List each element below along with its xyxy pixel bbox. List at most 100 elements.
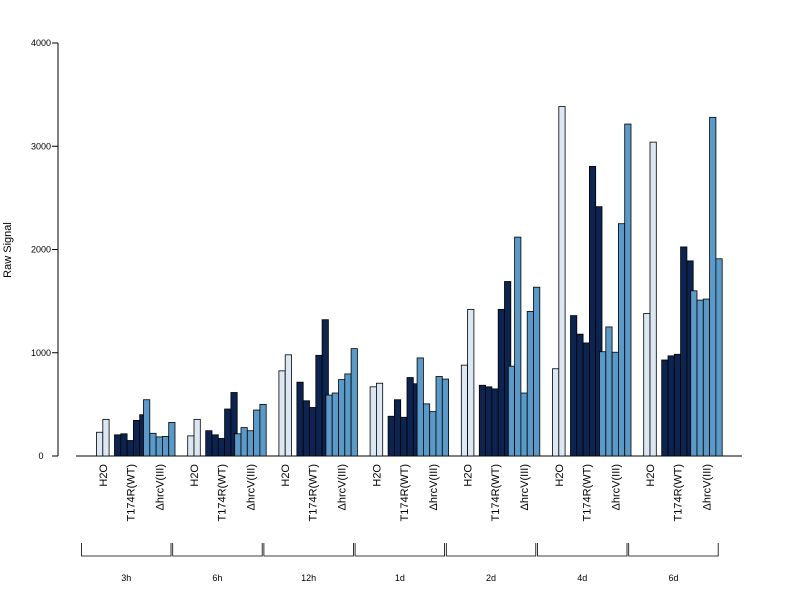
- y-tick-label: 3000: [31, 141, 51, 151]
- group-label: 6d: [668, 573, 678, 583]
- bar-6h-2-2: [246, 430, 255, 457]
- condition-label: H2O: [645, 464, 657, 487]
- condition-label: ΔhrcV(III): [428, 464, 440, 510]
- bar-6d-0-0: [643, 313, 651, 457]
- bar-2d-1-1: [485, 386, 493, 457]
- bar-6h-1-4: [230, 392, 238, 457]
- condition-label: H2O: [463, 464, 475, 487]
- bar-2d-0-1: [467, 308, 475, 457]
- bar-3h-0-1: [102, 418, 110, 457]
- bar-2d-2-2: [520, 392, 528, 457]
- bar-12h-0-0: [278, 370, 286, 457]
- bar-3h-2-3: [161, 435, 170, 457]
- condition-label: H2O: [98, 464, 110, 487]
- bar-4d-1-2: [582, 342, 590, 457]
- y-axis: 0 1000 2000 3000 4000: [31, 38, 59, 461]
- group-bracket: [354, 543, 445, 557]
- group-label: 6h: [212, 573, 222, 583]
- bar-12h-2-0: [325, 394, 333, 457]
- bar-3h-2-0: [143, 399, 151, 457]
- bar-6d-2-2: [702, 298, 710, 457]
- condition-label: ΔhrcV(III): [245, 464, 257, 510]
- bar-1d-2-0: [416, 357, 424, 457]
- bar-3h-1-2: [126, 440, 134, 457]
- bar-6h-0-1: [193, 418, 201, 457]
- bar-4d-1-3: [589, 165, 597, 457]
- y-tick-label: 2000: [31, 245, 51, 255]
- y-tick-label: 0: [38, 451, 43, 461]
- condition-labels: H2O T174R(WT) ΔhrcV(III) H2O T174R(WT) ΔhrcV(…: [98, 464, 714, 522]
- bar-6h-1-0: [205, 430, 213, 457]
- group-bracket: [172, 543, 263, 557]
- condition-label: T174R(WT): [399, 464, 411, 521]
- bar-12h-2-1: [331, 392, 339, 457]
- bar-6d-1-2: [673, 353, 681, 457]
- bar-1d-1-2: [400, 416, 408, 457]
- bar-4d-1-4: [595, 206, 603, 457]
- condition-label: ΔhrcV(III): [610, 464, 622, 510]
- bar-6d-1-1: [667, 355, 675, 457]
- bar-12h-1-1: [302, 400, 310, 457]
- bar-4d-2-4: [624, 123, 632, 457]
- bar-12h-1-3: [315, 354, 323, 457]
- bar-1d-1-1: [393, 399, 402, 457]
- condition-label: T174R(WT): [125, 464, 137, 521]
- bar-6d-2-1: [696, 299, 704, 457]
- bar-1d-2-4: [441, 378, 449, 457]
- group-bracket: [537, 543, 628, 557]
- condition-label: ΔhrcV(III): [702, 464, 714, 510]
- bar-2d-1-0: [478, 384, 486, 457]
- condition-label: ΔhrcV(III): [519, 464, 531, 510]
- group-label: 3h: [121, 573, 131, 583]
- bar-6d-2-3: [709, 116, 717, 457]
- y-tick-label: 4000: [31, 38, 51, 48]
- bar-4d-2-3: [618, 223, 626, 457]
- bar-3h-2-4: [168, 422, 176, 457]
- bar-6d-1-3: [680, 246, 688, 457]
- bar-4d-0-0: [552, 368, 560, 457]
- condition-label: T174R(WT): [673, 464, 685, 521]
- bar-2d-0-0: [460, 364, 468, 457]
- bar-6h-2-0: [234, 433, 242, 457]
- bar-12h-2-3: [344, 373, 352, 457]
- condition-label: H2O: [189, 464, 201, 487]
- bar-4d-2-2: [611, 351, 619, 457]
- bar-6d-0-1: [649, 141, 657, 457]
- group-label: 1d: [395, 573, 405, 583]
- group-label: 12h: [301, 573, 316, 583]
- bar-3h-1-0: [114, 434, 122, 457]
- bar-2d-1-2: [491, 388, 499, 457]
- bar-1d-0-1: [375, 382, 384, 457]
- condition-label: ΔhrcV(III): [154, 464, 166, 510]
- bar-1d-1-0: [387, 415, 395, 457]
- bar-4d-0-1: [558, 106, 566, 457]
- bar-6h-2-3: [253, 409, 261, 457]
- bar-2d-2-4: [533, 286, 541, 457]
- condition-label: H2O: [554, 464, 566, 487]
- bar-2d-1-3: [497, 308, 505, 457]
- bar-12h-1-0: [296, 381, 304, 457]
- bar-1d-0-0: [369, 386, 377, 457]
- bar-4d-2-0: [599, 351, 607, 457]
- bar-6h-0-0: [187, 435, 195, 457]
- bar-6h-1-2: [217, 438, 226, 457]
- group-label: 2d: [486, 573, 496, 583]
- bar-6h-2-1: [240, 427, 248, 457]
- bar-12h-1-4: [321, 319, 329, 457]
- bar-12h-2-4: [350, 348, 358, 457]
- group-bracket: [81, 543, 172, 557]
- bar-12h-2-2: [338, 379, 346, 457]
- bar-12h-1-2: [309, 407, 317, 457]
- bar-1d-2-2: [429, 411, 437, 457]
- bar-6d-2-0: [690, 290, 698, 457]
- condition-label: T174R(WT): [216, 464, 228, 521]
- bar-6h-1-1: [211, 434, 219, 457]
- bar-2d-2-3: [526, 311, 534, 457]
- bar-3h-1-3: [132, 419, 141, 457]
- bar-3h-2-2: [155, 436, 163, 457]
- bar-1d-2-3: [435, 376, 443, 457]
- bar-6d-2-4: [715, 258, 723, 457]
- group-bracket: [445, 543, 537, 557]
- bar-4d-2-1: [605, 326, 613, 457]
- bar-6d-1-0: [661, 359, 669, 457]
